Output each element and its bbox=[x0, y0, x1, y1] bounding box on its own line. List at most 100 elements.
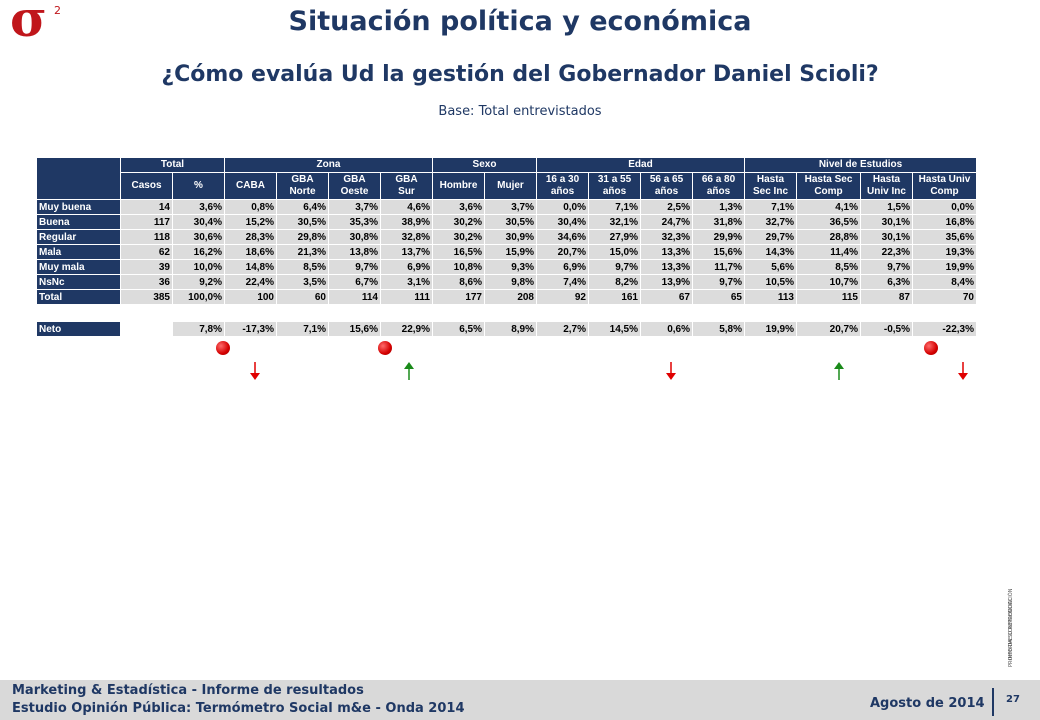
column-header-text: GBA bbox=[343, 174, 366, 185]
arrow-down-icon bbox=[666, 362, 676, 380]
table-cell: 5,6% bbox=[744, 259, 797, 275]
table-row: Buena 117 30,4% 15,2% 30,5% 35,3% 38,9% 30,2% 30… bbox=[36, 214, 977, 230]
table-cell: 13,3% bbox=[640, 244, 693, 260]
table-cell: 15,9% bbox=[484, 244, 537, 260]
column-header-text: Hasta Sec bbox=[804, 174, 853, 185]
table-cell: 4,1% bbox=[796, 199, 861, 215]
neto-cell: 20,7% bbox=[796, 321, 861, 337]
table-cell: 32,1% bbox=[588, 214, 641, 230]
column-header: GBA Oeste bbox=[328, 172, 381, 200]
footer-line-1: Marketing & Estadística - Informe de res… bbox=[12, 683, 364, 698]
column-header-text: Hasta Univ bbox=[918, 174, 971, 185]
group-header-edad: Edad bbox=[536, 157, 745, 173]
column-header-text: Univ Inc bbox=[867, 186, 906, 197]
table-cell: 0,8% bbox=[224, 199, 277, 215]
table-cell: 14,8% bbox=[224, 259, 277, 275]
table-cell: 9,7% bbox=[860, 259, 913, 275]
table-cell: 35,6% bbox=[912, 229, 977, 245]
row-label: Mala bbox=[36, 244, 121, 260]
table-cell: 28,3% bbox=[224, 229, 277, 245]
neto-cell: 15,6% bbox=[328, 321, 381, 337]
page-subtitle: ¿Cómo evalúa Ud la gestión del Gobernado… bbox=[161, 62, 879, 87]
table-cell: 7,4% bbox=[536, 274, 589, 290]
neto-cell: 7,8% bbox=[172, 321, 225, 337]
group-header-zona: Zona bbox=[224, 157, 433, 173]
table-cell: 30,4% bbox=[172, 214, 225, 230]
base-note: Base: Total entrevistados bbox=[438, 104, 602, 119]
table-cell: 28,8% bbox=[796, 229, 861, 245]
table-cell: 30,1% bbox=[860, 229, 913, 245]
table-cell: 60 bbox=[276, 289, 329, 305]
red-dot-marker bbox=[378, 341, 392, 355]
group-header-row: Total Zona Sexo Edad Nivel de Estudios bbox=[36, 157, 977, 200]
table-cell: 8,5% bbox=[796, 259, 861, 275]
table-cell: 15,6% bbox=[692, 244, 745, 260]
column-header-text: Oeste bbox=[340, 186, 369, 197]
neto-cell: 19,9% bbox=[744, 321, 797, 337]
table-cell: 161 bbox=[588, 289, 641, 305]
row-label-header bbox=[36, 157, 121, 200]
neto-cell: 6,5% bbox=[432, 321, 485, 337]
table-cell: 30,4% bbox=[536, 214, 589, 230]
table-cell: 38,9% bbox=[380, 214, 433, 230]
table-cell: 100 bbox=[224, 289, 277, 305]
table-cell: 30,1% bbox=[860, 214, 913, 230]
table-cell: 92 bbox=[536, 289, 589, 305]
table-cell: 15,2% bbox=[224, 214, 277, 230]
column-header-text: Hasta bbox=[872, 174, 901, 185]
table-cell: 9,7% bbox=[328, 259, 381, 275]
group-header-nivel-estudios: Nivel de Estudios bbox=[744, 157, 977, 173]
column-header-text: Comp bbox=[930, 186, 959, 197]
table-cell: 87 bbox=[860, 289, 913, 305]
row-label: Regular bbox=[36, 229, 121, 245]
table-cell: 16,2% bbox=[172, 244, 225, 260]
table-cell: 9,7% bbox=[692, 274, 745, 290]
neto-cell: 2,7% bbox=[536, 321, 589, 337]
table-cell: 36 bbox=[120, 274, 173, 290]
neto-cell: 0,6% bbox=[640, 321, 693, 337]
arrow-up-icon bbox=[834, 362, 844, 380]
table-cell: 30,2% bbox=[432, 214, 485, 230]
table-cell: 31,8% bbox=[692, 214, 745, 230]
table-row: Regular 118 30,6% 28,3% 29,8% 30,8% 32,8% 30,2%… bbox=[36, 229, 977, 245]
confidential-notice: INFORME CONFIDENCIAL PROHIBIDA SU REPROD… bbox=[1008, 560, 1040, 667]
logo-superscript: 2 bbox=[54, 4, 61, 17]
table-row: Muy mala 39 10,0% 14,8% 8,5% 9,7% 6,9% 10,8% 9,3… bbox=[36, 259, 977, 275]
table-cell: 10,0% bbox=[172, 259, 225, 275]
table-cell: 13,3% bbox=[640, 259, 693, 275]
table-cell: 177 bbox=[432, 289, 485, 305]
arrow-down-icon bbox=[250, 362, 260, 380]
table-cell: 114 bbox=[328, 289, 381, 305]
table-cell: 10,8% bbox=[432, 259, 485, 275]
spacer-row bbox=[36, 304, 977, 322]
column-header: GBA Norte bbox=[276, 172, 329, 200]
table-cell: 9,2% bbox=[172, 274, 225, 290]
neto-cell: -22,3% bbox=[912, 321, 977, 337]
table-row: Mala 62 16,2% 18,6% 21,3% 13,8% 13,7% 16,5% 15,9… bbox=[36, 244, 977, 260]
neto-cell: 22,9% bbox=[380, 321, 433, 337]
column-header-text: Hombre bbox=[439, 180, 478, 191]
table-cell: 9,7% bbox=[588, 259, 641, 275]
table-cell: 3,1% bbox=[380, 274, 433, 290]
arrow-down-icon bbox=[958, 362, 968, 380]
table-cell: 117 bbox=[120, 214, 173, 230]
table-cell: 9,3% bbox=[484, 259, 537, 275]
table-cell: 30,5% bbox=[484, 214, 537, 230]
table-cell: 385 bbox=[120, 289, 173, 305]
table-cell: 24,7% bbox=[640, 214, 693, 230]
column-header: % bbox=[172, 172, 225, 200]
red-dot-marker bbox=[216, 341, 230, 355]
column-header: 66 a 80 años bbox=[692, 172, 745, 200]
row-label: Buena bbox=[36, 214, 121, 230]
table-cell: 7,1% bbox=[744, 199, 797, 215]
column-header: Mujer bbox=[484, 172, 537, 200]
table-cell: 30,8% bbox=[328, 229, 381, 245]
table-cell: 208 bbox=[484, 289, 537, 305]
column-header-text: GBA bbox=[291, 174, 314, 185]
column-header-text: años bbox=[654, 186, 679, 197]
column-header-text: 31 a 55 bbox=[597, 174, 632, 185]
column-header-text: Sur bbox=[398, 186, 415, 197]
neto-cell: 14,5% bbox=[588, 321, 641, 337]
table-cell: 32,3% bbox=[640, 229, 693, 245]
table-cell: 6,9% bbox=[536, 259, 589, 275]
